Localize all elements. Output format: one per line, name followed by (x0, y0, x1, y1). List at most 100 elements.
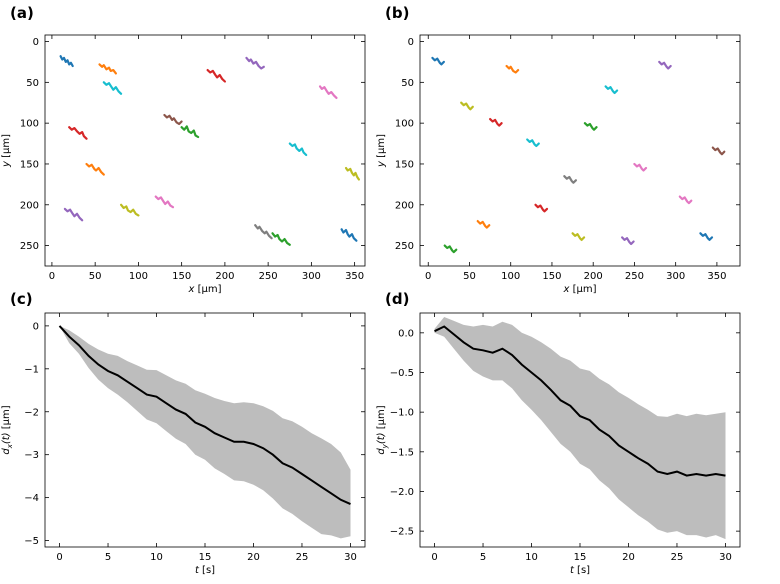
y-tick-label: 250 (395, 241, 414, 252)
trajectory-9 (288, 142, 308, 157)
x-tick-label: 300 (302, 271, 321, 282)
trajectory-5 (711, 146, 726, 156)
std-band (59, 325, 351, 539)
trajectory-10 (340, 228, 358, 242)
trajectory-0 (431, 56, 445, 66)
panel-c-displacement-x: 0 5 10 15 20 25 30 0 −1 −2 −3 −4 −5 t [s] dx(t) [µm] (1, 312, 366, 576)
y-tick-label: 50 (26, 78, 39, 89)
x-axis-unit: [s] (199, 565, 215, 576)
x-tick-label: 15 (574, 552, 587, 563)
trajectory-4 (658, 60, 672, 70)
trajectory-15 (526, 138, 540, 148)
y-axis-unit: [µm] (376, 405, 387, 432)
trajectory-14 (154, 195, 175, 209)
trajectory-9 (604, 85, 619, 95)
x-tick-label: 300 (666, 271, 685, 282)
trajectory-17 (344, 166, 360, 181)
x-axis-var: x (187, 284, 194, 295)
x-axis-label: t [s] (570, 565, 590, 576)
x-tick-label: 30 (344, 552, 357, 563)
x-tick-label: 200 (584, 271, 603, 282)
trajectory-16 (620, 236, 635, 246)
x-tick-label: 10 (150, 552, 163, 563)
y-axis-arg: (t) (376, 432, 387, 444)
y-tick-label: −5 (24, 536, 39, 547)
trajectory-8 (119, 203, 140, 217)
y-axis-var: y (1, 160, 12, 168)
y-tick-label: −2.0 (390, 487, 414, 498)
y-tick-label: −3 (24, 450, 39, 461)
panel-d-displacement-y: 0 5 10 15 20 25 30 0.0 −0.5 −1.0 −1.5 −2.0 −2.5 t [s]… (376, 312, 741, 576)
x-axis-var: t (195, 565, 200, 576)
x-tick-label: 50 (463, 271, 476, 282)
x-axis-unit: [µm] (569, 284, 596, 295)
x-tick-label: 0 (49, 271, 55, 282)
x-tick-label: 20 (622, 552, 635, 563)
trajectory-3 (489, 117, 503, 127)
x-tick-label: 200 (215, 271, 234, 282)
y-tick-label: 0 (33, 321, 39, 332)
x-tick-label: 25 (296, 552, 309, 563)
y-tick-label: −4 (24, 493, 39, 504)
axes-frame (44, 34, 366, 267)
x-tick-label: 20 (247, 552, 260, 563)
x-tick-label: 0 (425, 271, 431, 282)
y-tick-label: −1 (24, 364, 39, 375)
y-axis-label: y [µm] (376, 134, 387, 168)
x-tick-label: 0 (431, 552, 437, 563)
trajectory-8 (460, 101, 474, 111)
y-tick-label: 0.0 (398, 328, 414, 339)
panel-b-trajectories: 0 50 100 150 200 250 300 350 0 50 100 150 200 250 x [µ… (376, 34, 741, 295)
panel-letter-d: (d) (385, 290, 409, 308)
y-tick-label: 100 (395, 119, 414, 130)
y-tick-label: 250 (20, 241, 39, 252)
y-tick-label: −1.5 (390, 447, 414, 458)
y-tick-label: 150 (395, 159, 414, 170)
trajectory-1 (98, 63, 118, 75)
y-tick-label: 150 (20, 159, 39, 170)
y-tick-label: 0 (33, 37, 39, 48)
x-axis-label: x [µm] (187, 284, 221, 295)
x-tick-label: 350 (707, 271, 726, 282)
y-tick-label: −2 (24, 407, 39, 418)
trajectory-6 (318, 85, 338, 100)
panel-letter-c: (c) (10, 290, 33, 308)
y-tick-label: −0.5 (390, 368, 414, 379)
mean-line (434, 325, 726, 477)
x-tick-label: 150 (172, 271, 191, 282)
x-tick-label: 350 (345, 271, 364, 282)
y-tick-label: 50 (401, 78, 414, 89)
panel-letter-b: (b) (385, 4, 409, 22)
trajectory-4 (245, 56, 265, 70)
x-tick-label: 250 (625, 271, 644, 282)
trajectory-2 (583, 122, 598, 131)
trajectory-7 (254, 224, 273, 240)
trajectory-3 (68, 126, 88, 140)
trajectory-6 (633, 162, 648, 172)
y-axis-var: y (376, 160, 387, 168)
x-tick-label: 5 (105, 552, 111, 563)
x-tick-label: 250 (259, 271, 278, 282)
trajectory-12 (271, 232, 291, 246)
trajectory-14 (678, 195, 693, 205)
x-axis-unit: [s] (574, 565, 590, 576)
y-tick-label: −1.0 (390, 408, 414, 419)
trajectory-15 (102, 81, 123, 95)
x-tick-label: 150 (542, 271, 561, 282)
x-axis-var: t (570, 565, 575, 576)
y-tick-label: 0 (408, 37, 414, 48)
x-tick-label: 50 (89, 271, 102, 282)
trajectory-1 (505, 64, 520, 74)
y-axis-var: d (376, 448, 387, 455)
x-tick-label: 100 (501, 271, 520, 282)
x-axis-label: t [s] (195, 565, 215, 576)
y-axis-label: dx(t) [µm] (1, 405, 14, 454)
trajectory-5 (163, 113, 183, 126)
x-tick-label: 5 (480, 552, 486, 563)
y-tick-label: 200 (395, 200, 414, 211)
trajectory-13 (534, 203, 549, 213)
trajectory-17 (571, 232, 586, 241)
y-axis-subscript: x (6, 443, 14, 449)
y-axis-unit: [µm] (1, 134, 12, 161)
